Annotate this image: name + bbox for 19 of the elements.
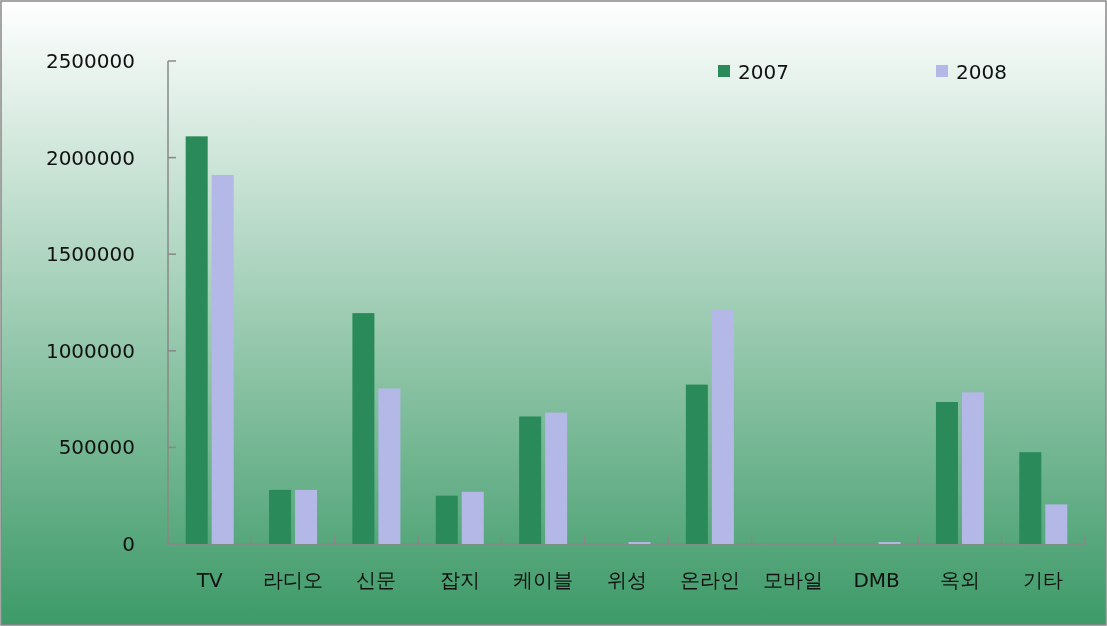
- x-tick-label: 라디오: [263, 568, 324, 592]
- x-tick-label: 옥외: [939, 568, 980, 592]
- x-tick-label: 위성: [606, 568, 647, 592]
- y-tick-label: 2500000: [45, 49, 135, 73]
- x-tick-label: 신문: [356, 568, 397, 592]
- x-tick-label: 잡지: [439, 568, 480, 592]
- y-tick-label: 0: [122, 532, 135, 556]
- legend-label: 2007: [738, 60, 789, 84]
- legend-label: 2008: [956, 60, 1007, 84]
- x-tick-label: 기타: [1023, 568, 1064, 592]
- x-tick-label: DMB: [853, 568, 900, 592]
- y-tick-label: 2000000: [45, 145, 135, 170]
- y-tick-label: 1000000: [45, 338, 135, 363]
- x-tick-label: 케이블: [513, 568, 574, 592]
- y-tick-label: 500000: [58, 435, 135, 460]
- x-tick-label: 온라인: [679, 568, 740, 592]
- x-tick-label: TV: [195, 568, 223, 592]
- x-tick-label: 모바일: [763, 568, 824, 592]
- y-tick-label: 1500000: [45, 242, 135, 267]
